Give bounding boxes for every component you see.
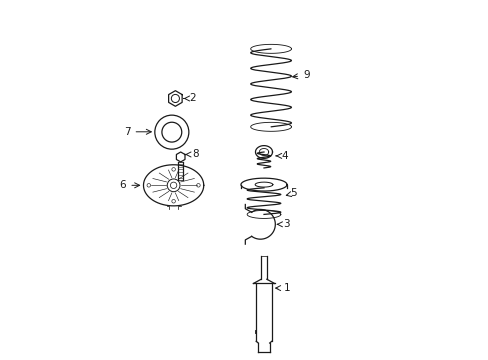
Text: 5: 5	[286, 189, 297, 198]
Text: 6: 6	[120, 180, 140, 190]
Text: 3: 3	[277, 219, 289, 229]
Text: 7: 7	[124, 127, 151, 137]
Text: 2: 2	[183, 94, 196, 103]
Text: 9: 9	[292, 71, 309, 80]
Text: 1: 1	[275, 283, 289, 293]
Text: 8: 8	[185, 149, 198, 159]
Text: 4: 4	[276, 151, 288, 161]
